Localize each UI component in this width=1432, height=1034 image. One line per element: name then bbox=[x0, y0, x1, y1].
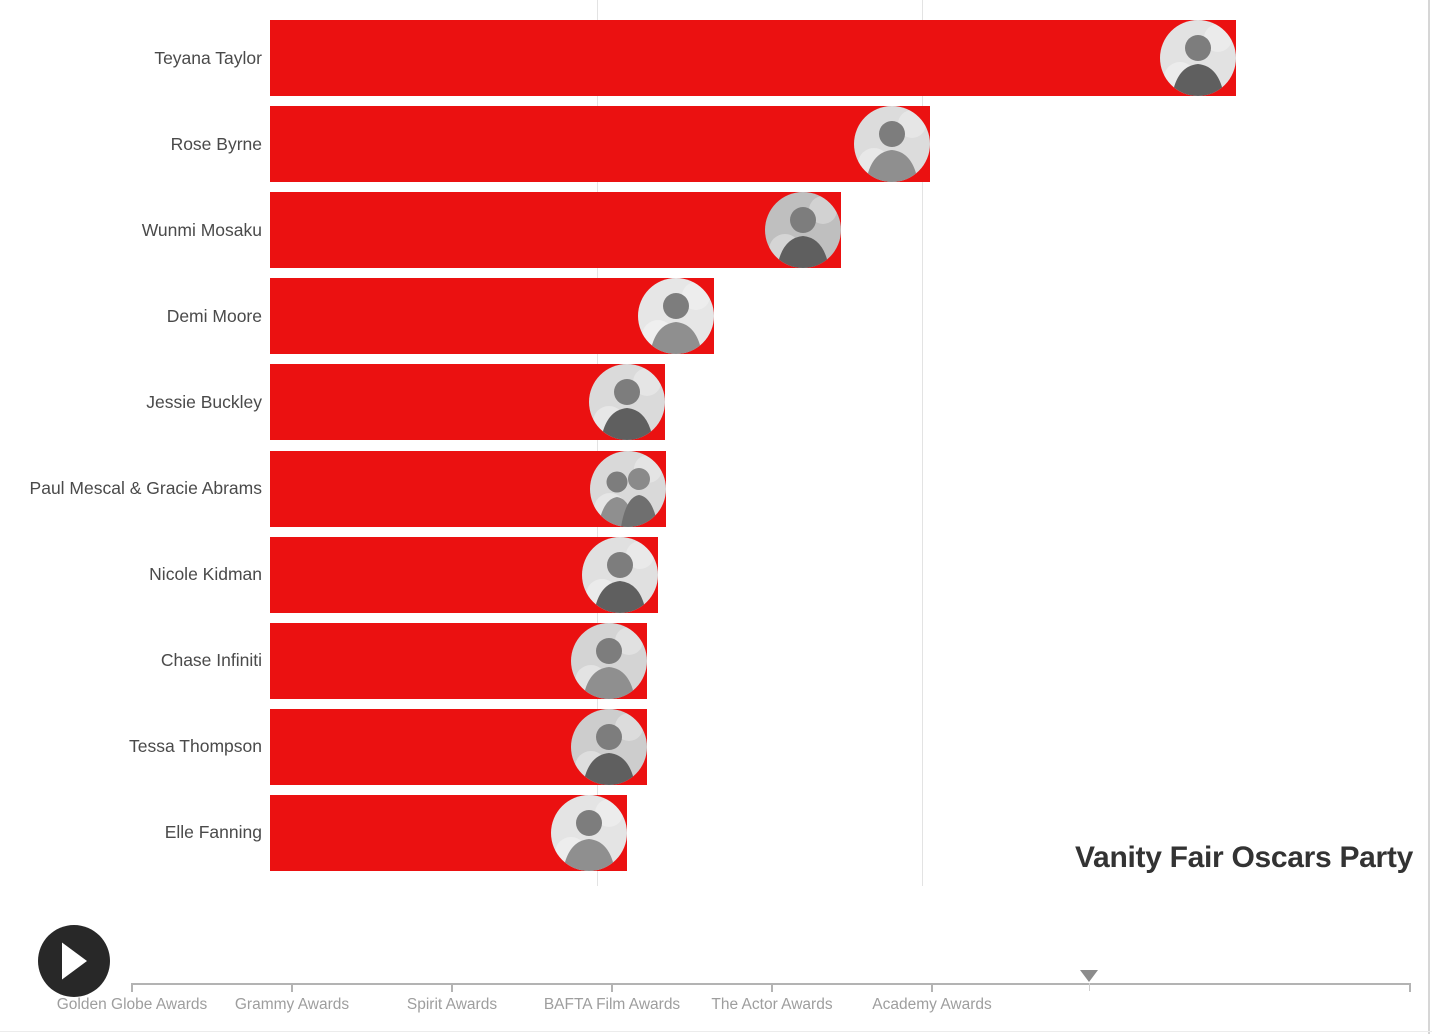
bar bbox=[270, 20, 1236, 96]
celebrity-photo bbox=[764, 192, 841, 269]
gridline bbox=[596, 0, 598, 886]
bar-label: Demi Moore bbox=[166, 305, 262, 326]
timeline-tick bbox=[1409, 983, 1411, 992]
right-border bbox=[1428, 0, 1430, 1034]
headshot-silhouette bbox=[764, 192, 841, 269]
play-button[interactable] bbox=[38, 925, 110, 997]
timeline-tick bbox=[131, 983, 133, 992]
celebrity-photo bbox=[550, 794, 627, 871]
headshot-silhouette bbox=[637, 278, 714, 355]
headshot-silhouette bbox=[570, 708, 647, 785]
timeline-tick bbox=[291, 983, 293, 992]
playhead-marker[interactable] bbox=[1080, 970, 1098, 982]
playhead-tick bbox=[1089, 983, 1090, 991]
celebrity-photo bbox=[581, 536, 658, 613]
bar-label: Rose Byrne bbox=[170, 133, 262, 154]
headshot-silhouette bbox=[581, 536, 658, 613]
timeline-tick bbox=[451, 983, 453, 992]
play-icon bbox=[62, 942, 87, 980]
headshot-silhouette bbox=[589, 450, 666, 527]
timeline-event-label: The Actor Awards bbox=[711, 996, 833, 1013]
timeline-event-label: Golden Globe Awards bbox=[56, 996, 208, 1013]
celebrity-photo bbox=[1159, 20, 1236, 96]
celebrity-photo bbox=[853, 106, 930, 183]
headshot-silhouette bbox=[588, 364, 665, 441]
bar-label: Elle Fanning bbox=[164, 822, 262, 843]
bar-label: Teyana Taylor bbox=[154, 47, 262, 68]
timeline-event-label: Academy Awards bbox=[872, 996, 992, 1013]
bar-label: Tessa Thompson bbox=[129, 736, 262, 757]
timeline-event-label: Spirit Awards bbox=[406, 996, 498, 1013]
headshot-silhouette bbox=[570, 622, 647, 699]
timeline-tick bbox=[931, 983, 933, 992]
headshot-silhouette bbox=[853, 106, 930, 183]
bar-label: Nicole Kidman bbox=[149, 564, 262, 585]
bottom-divider bbox=[0, 1031, 1432, 1032]
gridline bbox=[922, 0, 923, 886]
celebrity-photo bbox=[637, 278, 714, 355]
bar-label: Chase Infiniti bbox=[160, 650, 262, 671]
headshot-silhouette bbox=[550, 794, 627, 871]
headshot-silhouette bbox=[1159, 20, 1236, 96]
chart-title: Vanity Fair Oscars Party bbox=[1075, 841, 1413, 874]
bar bbox=[270, 106, 930, 183]
bar-label: Wunmi Mosaku bbox=[141, 219, 262, 240]
timeline-tick bbox=[611, 983, 613, 992]
timeline-event-label: Grammy Awards bbox=[234, 996, 350, 1013]
celebrity-photo bbox=[570, 622, 647, 699]
bar-label: Jessie Buckley bbox=[146, 391, 262, 412]
celebrity-photo bbox=[588, 364, 665, 441]
timeline-tick bbox=[771, 983, 773, 992]
celebrity-photo bbox=[570, 708, 647, 785]
bar-label: Paul Mescal & Gracie Abrams bbox=[29, 478, 262, 498]
celebrity-photo bbox=[589, 450, 666, 527]
timeline-event-label: BAFTA Film Awards bbox=[543, 996, 681, 1013]
bar bbox=[270, 192, 841, 269]
